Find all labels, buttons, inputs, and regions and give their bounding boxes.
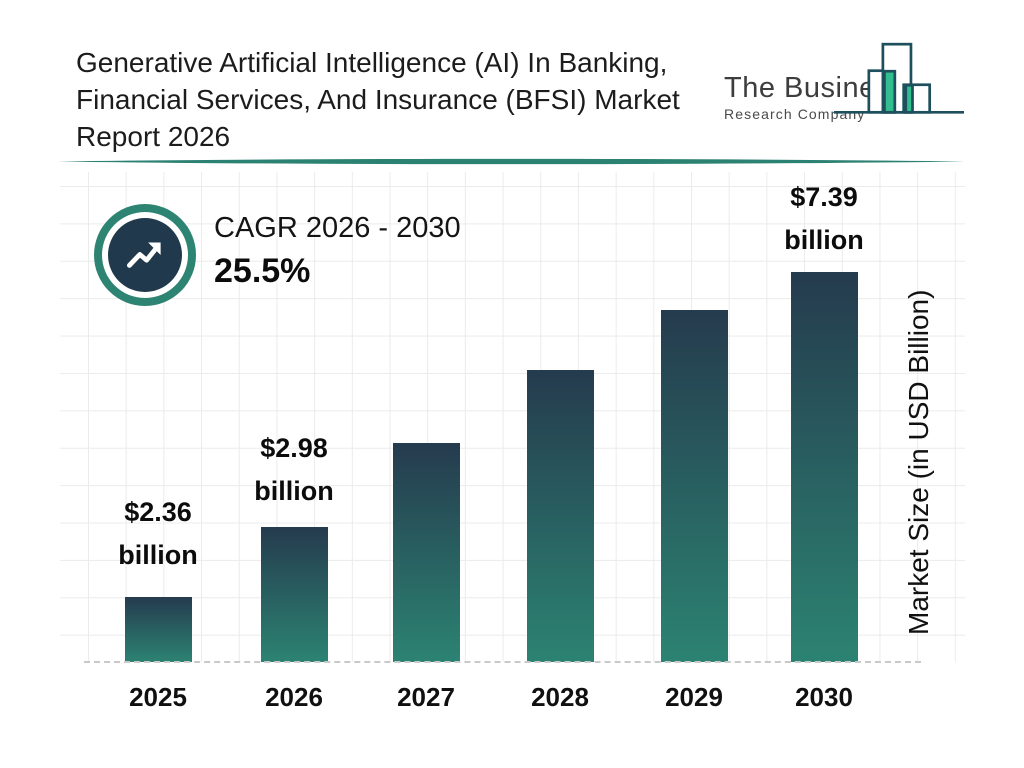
trend-up-icon (94, 204, 196, 306)
bar-buildings-icon (834, 42, 964, 114)
page-title: Generative Artificial Intelligence (AI) … (76, 47, 680, 152)
cagr-value: 25.5% (214, 252, 311, 290)
value-label-2026: $2.98 billion (254, 433, 334, 506)
header-divider (58, 158, 965, 165)
bar-2025 (124, 597, 192, 662)
value-label-2030: $7.39 billion (784, 182, 864, 255)
x-tick-2029: 2029 (665, 682, 723, 712)
cagr-period-label: CAGR 2026 - 2030 (214, 212, 461, 244)
x-tick-2030: 2030 (795, 682, 853, 712)
cagr-text: CAGR 2026 - 2030 25.5% (214, 204, 461, 291)
bar-2026 (260, 527, 328, 662)
company-logo: The Business Research Company (724, 42, 974, 122)
y-axis-label: Market Size (in USD Billion) (903, 289, 934, 635)
x-tick-2028: 2028 (531, 682, 589, 712)
x-tick-2026: 2026 (265, 682, 323, 712)
axis-baseline (84, 661, 921, 663)
market-size-bar-chart: CAGR 2026 - 2030 25.5% 2025 $2.36 billion 2… (60, 172, 965, 712)
bar-2029 (660, 310, 728, 662)
x-tick-2025: 2025 (129, 682, 187, 712)
value-label-2025: $2.36 billion (118, 497, 198, 570)
bar-2027 (392, 443, 460, 662)
x-tick-2027: 2027 (397, 682, 455, 712)
bar-2028 (526, 370, 594, 662)
logo-company-subtitle: Research Company (724, 106, 866, 122)
cagr-badge: CAGR 2026 - 2030 25.5% (94, 204, 461, 306)
bar-2030 (790, 272, 858, 662)
